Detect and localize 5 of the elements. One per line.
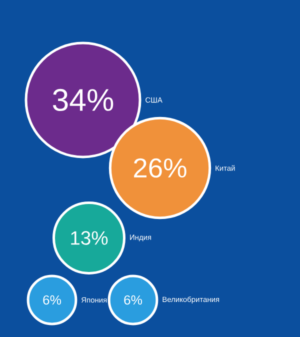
data-label: 6% — [124, 295, 142, 305]
data-label: 6% — [43, 295, 62, 305]
data-label: 26% — [134, 158, 186, 178]
data-label: 13% — [71, 231, 108, 245]
data-label: 34% — [52, 88, 114, 112]
